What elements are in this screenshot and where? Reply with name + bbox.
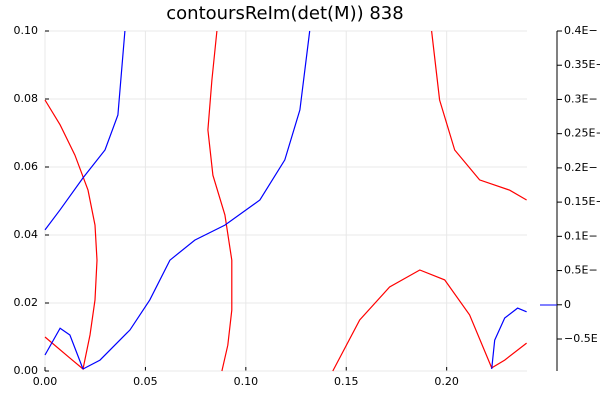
y-tick-label: 0.10 bbox=[14, 24, 39, 37]
x-tick-label: 0.05 bbox=[133, 375, 158, 388]
contour-line bbox=[44, 30, 527, 370]
colorbar-tick-label: 0.3E− bbox=[564, 92, 598, 105]
colorbar-tick-label: 0.35E− bbox=[564, 58, 600, 71]
chart-title: contoursReIm(det(M)) 838 bbox=[166, 3, 403, 24]
y-tick-label: 0.06 bbox=[14, 160, 39, 173]
colorbar-tick-label: −0.5E bbox=[564, 332, 598, 345]
x-tick-label: 0.20 bbox=[434, 375, 459, 388]
x-tick-label: 0.00 bbox=[33, 375, 58, 388]
colorbar-tick-label: 0.1E− bbox=[564, 229, 598, 242]
colorbar-tick-label: 0 bbox=[564, 298, 571, 311]
x-tick-label: 0.10 bbox=[234, 375, 259, 388]
colorbar-tick-label: 0.5E− bbox=[564, 264, 598, 277]
y-tick-label: 0.02 bbox=[14, 296, 39, 309]
contour-line bbox=[44, 30, 527, 372]
x-tick-label: 0.15 bbox=[334, 375, 359, 388]
y-tick-label: 0.08 bbox=[14, 92, 39, 105]
colorbar-tick-label: 0.15E− bbox=[564, 195, 600, 208]
colorbar-tick-label: 0.2E− bbox=[564, 161, 598, 174]
colorbar-tick-label: 0.4E− bbox=[564, 24, 598, 37]
y-tick-label: 0.04 bbox=[14, 228, 39, 241]
colorbar-tick-label: 0.25E− bbox=[564, 127, 600, 140]
y-tick-label: 0.00 bbox=[14, 364, 39, 377]
